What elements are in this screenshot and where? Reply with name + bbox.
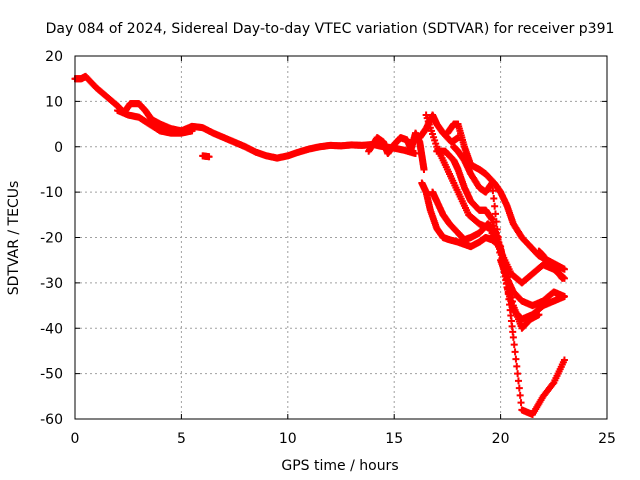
y-tick-label: -30 [40, 276, 63, 292]
y-tick-label: 0 [54, 140, 63, 156]
x-tick-label: 20 [492, 431, 510, 447]
data-point [560, 292, 568, 300]
data-point [491, 210, 499, 218]
data-point [558, 274, 566, 282]
x-axis-label: GPS time / hours [281, 458, 398, 474]
data-point [420, 165, 428, 173]
data-point [560, 356, 568, 364]
series-stray [199, 152, 213, 161]
data-point [205, 153, 213, 161]
y-tick-label: -20 [40, 231, 63, 247]
y-tick-label: 20 [45, 49, 63, 65]
series-curve-f [416, 111, 462, 146]
x-tick-label: 10 [279, 431, 297, 447]
data-point [492, 218, 500, 226]
series-curve-e [429, 188, 543, 332]
data-point [510, 341, 518, 349]
y-axis-label: SDTVAR / TECUs [6, 181, 22, 296]
data-point [517, 399, 525, 407]
y-tick-label: -60 [40, 412, 63, 428]
y-tick-label: 10 [45, 94, 63, 110]
data-point [490, 194, 498, 202]
data-point [489, 187, 497, 195]
data-point [513, 362, 521, 370]
grid [75, 56, 607, 419]
x-tick-label: 25 [598, 431, 616, 447]
data-point [514, 377, 522, 385]
y-tick-label: -40 [40, 321, 63, 337]
series-tail-22-23 [535, 247, 566, 282]
data-point [188, 127, 196, 135]
series-main-track [71, 72, 419, 162]
data-points [71, 72, 568, 418]
data-point [411, 150, 419, 158]
x-tick-label: 15 [385, 431, 403, 447]
series-secondary-track [114, 106, 196, 137]
chart-title: Day 084 of 2024, Sidereal Day-to-day VTE… [46, 21, 615, 37]
y-tick-label: -50 [40, 367, 63, 383]
data-point [516, 391, 524, 399]
data-point [560, 265, 568, 273]
data-point [509, 333, 517, 341]
x-tick-label: 5 [177, 431, 186, 447]
series-scatter-14-16 [365, 129, 428, 173]
data-point [535, 311, 543, 319]
data-point [515, 384, 523, 392]
data-point [511, 348, 519, 356]
y-tick-label: -10 [40, 185, 63, 201]
data-point [491, 202, 499, 210]
tick-labels: 0 5 10 15 20 25 20 10 0 -10 -20 -30 -40 -50 -60 [40, 49, 616, 447]
data-point [512, 355, 520, 363]
plot-frame [74, 55, 608, 420]
x-tick-label: 0 [71, 431, 80, 447]
data-point [514, 370, 522, 378]
